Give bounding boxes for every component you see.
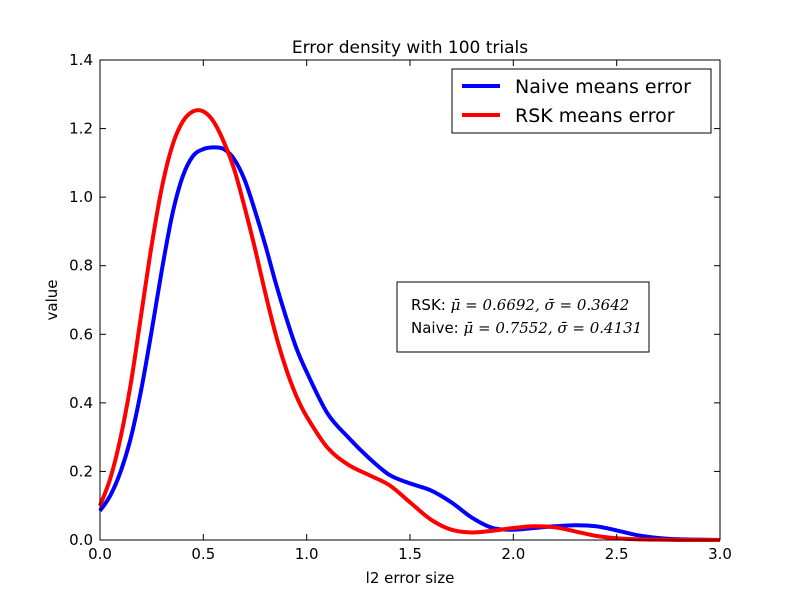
series-layer	[98, 108, 721, 543]
y-tick-label: 1.2	[69, 120, 93, 138]
stats-naive-prefix: Naive:	[411, 319, 464, 337]
chart-title: Error density with 100 trials	[292, 38, 528, 58]
y-tick-label: 0.0	[69, 531, 93, 549]
legend-box	[451, 68, 712, 134]
legend-label-rsk: RSK means error	[515, 105, 675, 127]
x-axis-label: l2 error size	[366, 569, 455, 587]
x-tick-label: 2.0	[501, 545, 525, 563]
y-tick-label: 0.8	[69, 257, 93, 275]
y-tick-label: 1.0	[69, 188, 93, 206]
ticks-layer: 0.0 0.5 1.0 1.5 2.0 2.5 3.0 0.0 0.2 0.4 0.6 0.8 1.0 1…	[69, 51, 732, 563]
x-tick-label: 0.5	[191, 545, 215, 563]
x-tick-label: 1.0	[295, 545, 319, 563]
stats-naive-values: μ̄ = 0.7552, σ̄ = 0.4131	[464, 319, 643, 337]
series-line-naive	[98, 145, 721, 542]
stats-line-rsk: RSK: μ̄ = 0.6692, σ̄ = 0.3642	[411, 296, 629, 314]
x-tick-label: 0.0	[88, 545, 112, 563]
y-axis-label: value	[43, 280, 61, 321]
x-tick-label: 2.5	[605, 545, 629, 563]
stats-rsk-prefix: RSK:	[411, 296, 451, 314]
y-tick-label: 1.4	[69, 51, 93, 69]
y-tick-label: 0.6	[69, 325, 93, 343]
legend-label-naive: Naive means error	[515, 76, 691, 98]
legend: Naive means error RSK means error	[451, 68, 712, 134]
stats-line-naive: Naive: μ̄ = 0.7552, σ̄ = 0.4131	[411, 319, 642, 337]
series-line-rsk	[98, 108, 720, 543]
stats-box	[396, 281, 650, 353]
x-tick-label: 3.0	[708, 545, 732, 563]
stats-annotation: RSK: μ̄ = 0.6692, σ̄ = 0.3642 Naive: μ̄ …	[396, 281, 650, 353]
x-tick-label: 1.5	[398, 545, 422, 563]
y-tick-label: 0.2	[69, 462, 93, 480]
stats-rsk-values: μ̄ = 0.6692, σ̄ = 0.3642	[451, 296, 630, 314]
y-tick-label: 0.4	[69, 394, 93, 412]
